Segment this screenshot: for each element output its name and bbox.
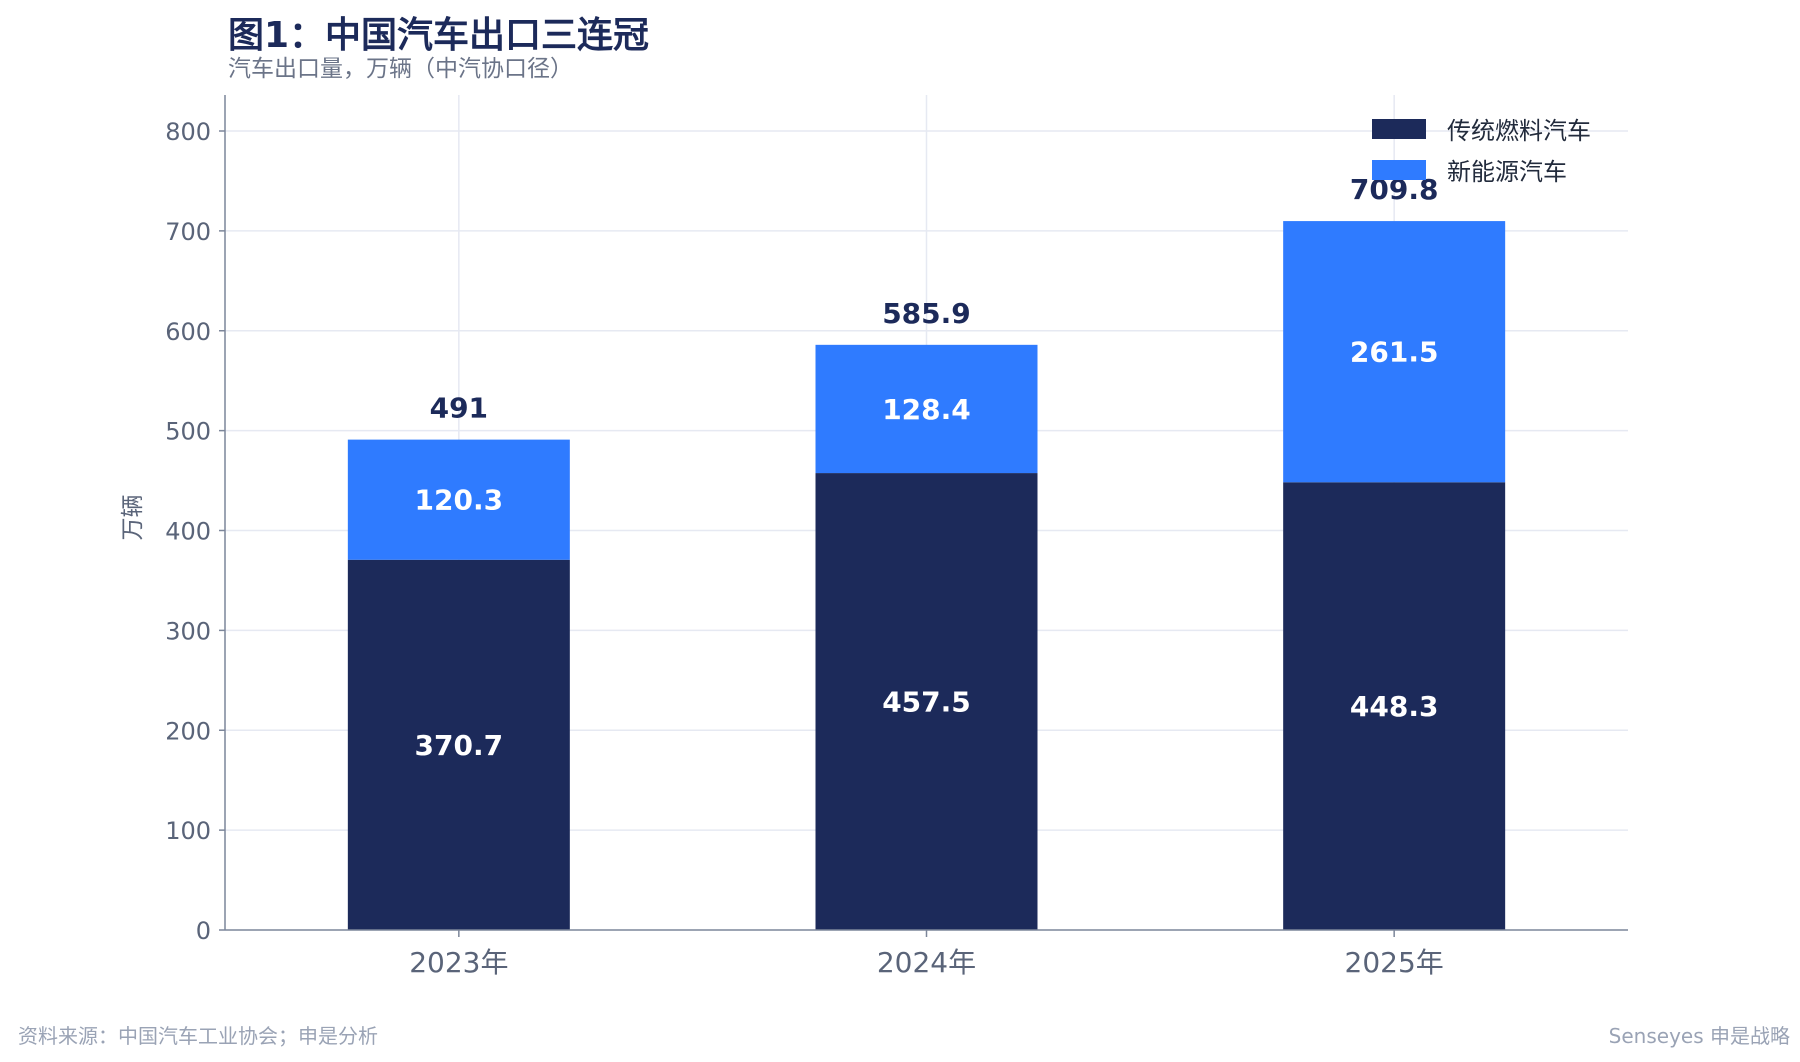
bar-segment-nev <box>347 439 570 560</box>
legend-label: 传统燃料汽车 <box>1447 117 1591 145</box>
segment-value-label: 457.5 <box>882 686 971 719</box>
y-tick-label: 800 <box>165 118 211 146</box>
source-note: 资料来源：中国汽车工业协会；申是分析 <box>18 1024 378 1048</box>
chart-subtitle: 汽车出口量，万辆（中汽协口径） <box>228 56 573 82</box>
chart-title: 图1：中国汽车出口三连冠 <box>228 15 649 56</box>
y-tick-label: 400 <box>165 518 211 546</box>
y-tick-label: 200 <box>165 717 211 745</box>
total-value-label: 585.9 <box>882 297 971 330</box>
y-tick-label: 500 <box>165 418 211 446</box>
y-tick-label: 300 <box>165 617 211 645</box>
legend-label: 新能源汽车 <box>1447 158 1567 186</box>
segment-value-label: 120.3 <box>415 484 504 517</box>
y-axis-label: 万辆 <box>120 495 146 541</box>
total-value-label: 491 <box>430 392 488 425</box>
bar-segment-fuel <box>347 559 570 930</box>
segment-value-label: 128.4 <box>882 393 971 426</box>
x-tick-label: 2023年 <box>409 946 508 979</box>
legend-swatch <box>1372 160 1426 180</box>
x-tick-label: 2024年 <box>877 946 976 979</box>
bar-segment-fuel <box>815 473 1038 930</box>
y-tick-label: 0 <box>196 917 211 945</box>
y-tick-label: 700 <box>165 218 211 246</box>
bar-segment-fuel <box>1283 482 1506 930</box>
y-tick-label: 600 <box>165 318 211 346</box>
segment-value-label: 448.3 <box>1350 690 1439 723</box>
brand-note: Senseyes 申是战略 <box>1609 1024 1790 1048</box>
bars <box>347 221 1506 930</box>
y-tick-label: 100 <box>165 817 211 845</box>
bar-segment-nev <box>815 344 1038 474</box>
axes: 0 100 200 300 400 500 600 700 800 2023年 2024年 2025年 <box>165 95 1628 979</box>
segment-value-label: 370.7 <box>415 729 504 762</box>
segment-value-label: 261.5 <box>1350 336 1439 369</box>
x-tick-label: 2025年 <box>1345 946 1444 979</box>
legend-swatch <box>1372 119 1426 139</box>
bar-segment-nev <box>1283 221 1506 483</box>
